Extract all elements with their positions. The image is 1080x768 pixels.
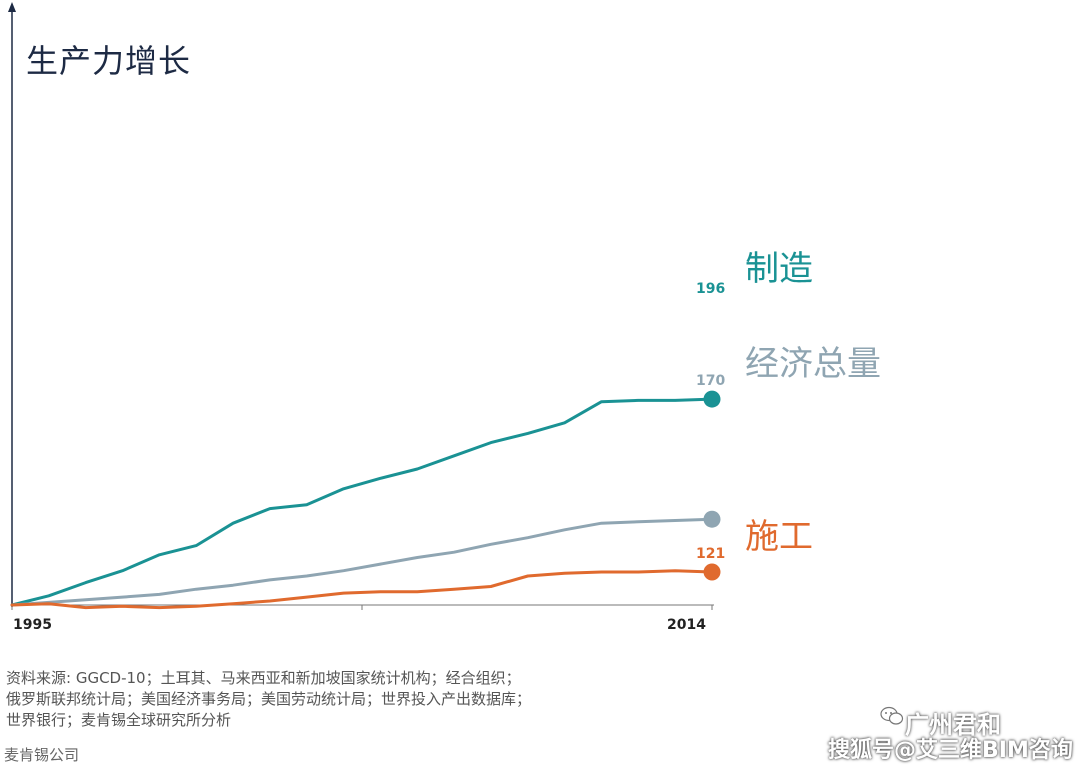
footer-credit: 麦肯锡公司 [4,746,80,764]
series-end-markers [703,390,721,581]
end-value-construction: 121 [696,546,726,562]
series-label-economy: 经济总量 [745,344,881,384]
series-line-economy [10,517,714,607]
series-label-manufacturing: 制造 [745,249,813,289]
end-marker-manufacturing [703,390,721,408]
y-axis-title: 生产力增长 [26,42,192,80]
source-line-1: 资料来源: GGCD-10；土耳其、马来西亚和新加坡国家统计机构；经合组织； [6,669,521,687]
y-axis-arrow [8,2,16,12]
end-marker-construction [703,563,721,581]
series-label-construction: 施工 [745,517,813,557]
end-value-economy: 170 [696,373,726,389]
end-marker-economy [703,510,721,528]
end-value-manufacturing: 196 [696,281,726,297]
chart-axes [8,2,714,610]
series-line-manufacturing [10,397,714,607]
series-line-construction [10,569,714,610]
x-tick-label-end: 2014 [667,617,706,633]
source-line-3: 世界银行；麦肯锡全球研究所分析 [6,711,232,729]
wechat-icon [880,706,904,725]
watermark-account: 广州君和 [905,711,1001,739]
series-lines [10,397,714,610]
x-tick-label-start: 1995 [13,617,52,633]
source-line-2: 俄罗斯联邦统计局；美国经济事务局；美国劳动统计局；世界投入产出数据库； [6,690,532,708]
watermark-platform: 搜狐号@艾三维BIM咨询 [828,738,1073,763]
